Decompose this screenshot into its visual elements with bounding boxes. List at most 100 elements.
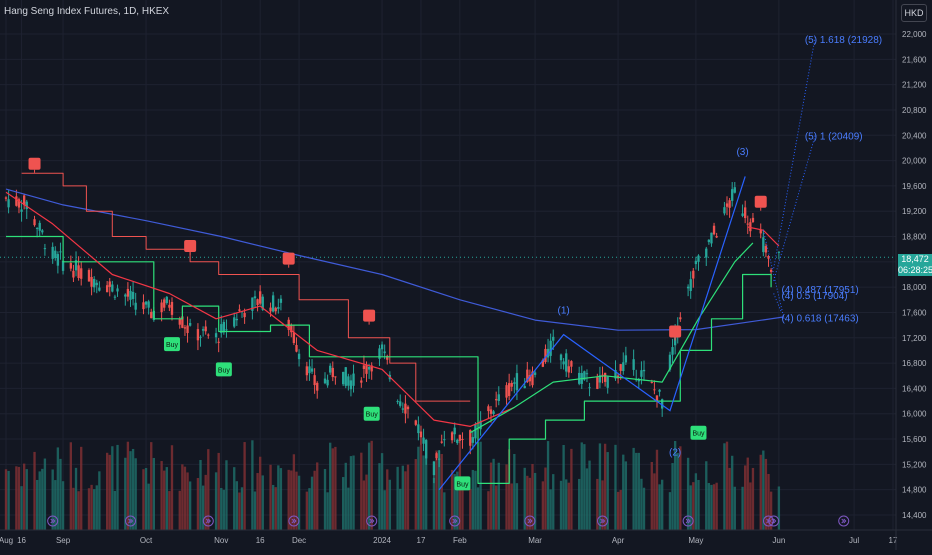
candle-body [378,348,381,359]
candle-body [622,362,625,372]
volume-bar [316,462,319,530]
candle-body [653,389,656,391]
volume-bar [728,467,731,530]
candle-body [95,282,98,286]
volume-bar [383,490,386,530]
candle-body [341,371,345,385]
candle-body [25,201,28,210]
volume-bar [201,485,205,530]
candle-body [134,302,137,310]
candle-body [567,366,570,373]
candle-body [489,409,493,414]
y-tick-label: 15,200 [902,460,927,469]
wave-label: (4) 0.5 (17904) [781,291,847,302]
volume-bar [98,471,101,530]
volume-bar [528,477,532,530]
candle-body [365,364,368,374]
event-marker-icon [202,515,214,527]
x-tick-label: May [688,536,703,545]
candle-body [98,287,101,291]
volume-bar [541,481,545,530]
volume-bar [396,466,399,530]
elliott-wave: (1) (2) (3) (5) 1.618 (21928) (5) 1 (20409) (… [438,35,882,491]
volume-bar [388,479,392,530]
volume-bar [352,455,355,530]
candle-body [749,222,752,232]
candle-body [4,197,8,199]
volume-bar [689,485,692,530]
candle-body [450,432,454,441]
sell-signal [669,325,682,338]
x-tick-label: Aug [0,536,13,545]
y-tick-label: 14,800 [902,486,927,495]
last-price-tag: 18,472 06:28:25 [898,254,932,276]
candle-body [552,336,555,341]
candle-body [549,340,552,356]
candle-body [235,318,238,321]
sell-signal [184,240,197,253]
volume-bar [642,487,646,530]
event-marker-chevron-icon [369,518,375,524]
candle-body [243,313,246,318]
candle-body [777,251,781,253]
volume-bar [279,468,283,530]
candle-body [694,260,698,265]
volume-bar [33,451,36,530]
candle-body [74,260,78,271]
volume-bar [743,465,747,530]
volume-bar [25,469,28,530]
volume-bar [619,490,622,530]
candle-body [440,441,443,443]
candle-body [746,223,749,225]
y-tick-label: 18,800 [902,233,927,242]
candle-body [165,296,168,304]
volume-bar [347,487,350,530]
volume-bar [694,473,698,530]
currency-badge[interactable]: HKD [901,4,927,22]
candle-body [329,365,332,373]
volume-bar [308,488,311,530]
volume-bar [733,486,736,530]
volume-bar [751,467,755,530]
volume-bar [297,475,301,530]
volume-bar [686,457,690,530]
candle-body [253,296,257,299]
volume-bar [489,462,493,530]
volume-bar [188,481,192,530]
candle-body [598,375,602,383]
volume-bar [331,448,334,530]
volume-bar [323,469,327,530]
candle-body [495,399,498,401]
volume-bar [204,474,207,530]
volume-bar [90,484,93,530]
volume-bar [707,483,711,530]
sell-signal [754,195,767,208]
y-tick-label: 22,000 [902,30,927,39]
candle-body [349,380,353,390]
candle-body [142,302,145,310]
volume-bar [653,473,656,530]
candle-body [526,369,529,383]
volume-bar [108,454,111,530]
volume-bar [329,442,332,530]
candles [4,182,781,484]
volume-bar [113,490,117,530]
volume-bar [601,480,604,530]
candle-body [513,382,516,384]
volume-bar [222,489,226,530]
volume-bar [725,441,729,530]
volume-bar [476,487,480,530]
candle-body [479,420,482,430]
candle-body [588,387,591,389]
volume-bar [510,483,513,530]
candle-body [492,411,495,414]
wave-label: (4) 0.487 (17951) [781,285,858,296]
volume-bar [362,480,366,530]
candle-body [22,195,26,206]
candle-body [671,347,674,355]
ema-red-late-line [747,226,780,247]
volume-bar [437,450,441,530]
candle-body [214,333,218,338]
